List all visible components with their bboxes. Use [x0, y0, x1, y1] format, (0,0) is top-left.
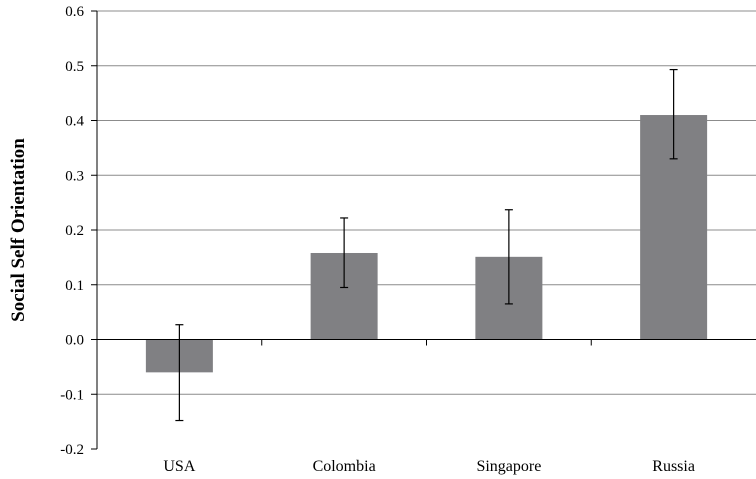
y-tick-label: 0.5: [65, 59, 84, 75]
y-tick-label: 0.3: [65, 168, 84, 184]
y-tick-label: -0.2: [60, 442, 84, 458]
y-tick-label: 0.1: [65, 278, 84, 294]
x-category-label: USA: [163, 458, 195, 475]
y-axis-title: Social Self Orientation: [8, 138, 29, 322]
y-tick-labels: -0.2 -0.1 0.0 0.1 0.2 0.3 0.4 0.5 0.6: [60, 4, 84, 458]
axes: [91, 10, 756, 450]
y-tick-label: -0.1: [60, 387, 84, 403]
error-bars: [175, 68, 678, 422]
y-tick-label: 0.6: [65, 4, 84, 20]
x-category-labels: USA Colombia Singapore Russia: [163, 458, 695, 475]
x-category-label: Singapore: [476, 458, 541, 475]
gridlines: [97, 10, 756, 395]
x-category-label: Colombia: [313, 458, 376, 475]
y-tick-label: 0.4: [65, 114, 84, 130]
bars: [145, 115, 708, 373]
y-tick-label: 0.2: [65, 223, 84, 239]
x-category-label: Russia: [652, 458, 695, 475]
y-tick-label: 0.0: [65, 333, 84, 349]
